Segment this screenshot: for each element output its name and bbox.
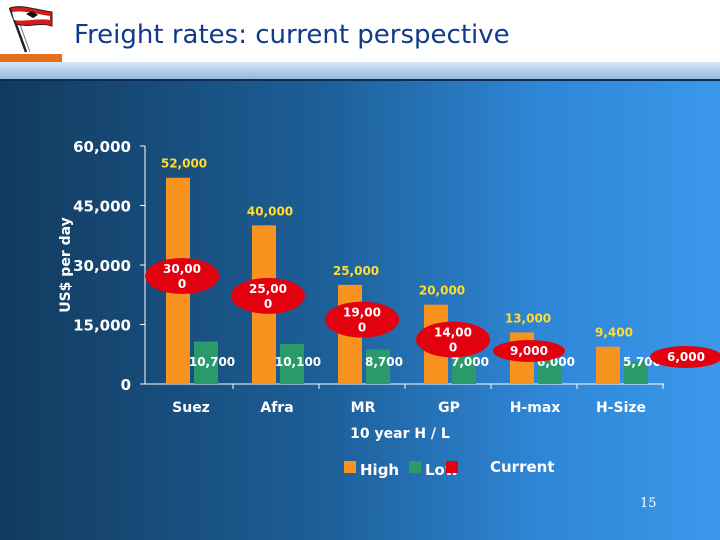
data-label-low: 10,100 — [275, 355, 321, 369]
current-marker — [325, 301, 399, 338]
bar-low — [194, 341, 218, 384]
page-number: 15 — [640, 496, 657, 511]
x-tick-label: H-max — [510, 400, 561, 416]
y-tick-label: 60,000 — [73, 138, 131, 156]
legend-swatch-low — [409, 461, 421, 473]
header-rule — [0, 62, 720, 80]
data-label-high: 13,000 — [505, 311, 551, 325]
bar-low — [366, 349, 390, 384]
x-axis-title: 10 year H / L — [350, 426, 450, 442]
header-accent-bar — [0, 54, 62, 62]
data-label-low: 8,700 — [365, 355, 403, 369]
company-flag-logo — [8, 6, 53, 53]
data-label-high: 52,000 — [161, 157, 207, 171]
data-label-high: 40,000 — [247, 204, 293, 218]
legend-label-current: Current — [490, 458, 555, 476]
y-tick-label: 45,000 — [73, 198, 131, 216]
y-axis-title: US$ per day — [58, 217, 74, 313]
y-tick-label: 0 — [121, 376, 131, 394]
bar-low — [280, 343, 304, 384]
current-marker — [650, 346, 720, 368]
data-label-current: 9,000 — [510, 344, 548, 358]
current-marker — [493, 340, 565, 362]
slide-title: Freight rates: current perspective — [74, 20, 510, 50]
x-tick-label: Afra — [260, 400, 293, 416]
data-label-low: 10,700 — [189, 355, 235, 369]
x-tick-label: H-Size — [596, 400, 646, 416]
x-tick-label: MR — [351, 400, 376, 416]
bar-low — [624, 361, 648, 384]
bar-low — [452, 356, 476, 384]
data-label-current: 0 — [358, 321, 366, 335]
legend-swatch-high — [344, 461, 356, 473]
data-label-high: 9,400 — [595, 326, 633, 340]
data-label-current: 6,000 — [667, 350, 705, 364]
bar-low — [538, 360, 562, 384]
x-tick-label: GP — [438, 400, 460, 416]
data-label-current: 14,00 — [434, 325, 472, 339]
y-tick-label: 15,000 — [73, 317, 131, 335]
data-label-high: 25,000 — [333, 264, 379, 278]
data-label-high: 20,000 — [419, 284, 465, 298]
data-label-current: 0 — [178, 277, 186, 291]
y-tick-label: 30,000 — [73, 257, 131, 275]
header-bar — [0, 0, 720, 62]
x-tick-label: Suez — [172, 400, 210, 416]
data-label-current: 0 — [264, 297, 272, 311]
legend-swatch-current — [446, 461, 458, 473]
data-label-current: 0 — [449, 340, 457, 354]
data-label-current: 25,00 — [249, 282, 287, 296]
current-marker — [231, 277, 305, 314]
data-label-low: 7,000 — [451, 355, 489, 369]
current-marker — [416, 321, 490, 358]
data-label-current: 30,00 — [163, 262, 201, 276]
data-label-current: 19,00 — [343, 306, 381, 320]
header-divider — [0, 79, 720, 81]
legend-label-high: High — [360, 461, 399, 479]
bar-high — [596, 346, 620, 384]
current-marker — [145, 258, 219, 294]
